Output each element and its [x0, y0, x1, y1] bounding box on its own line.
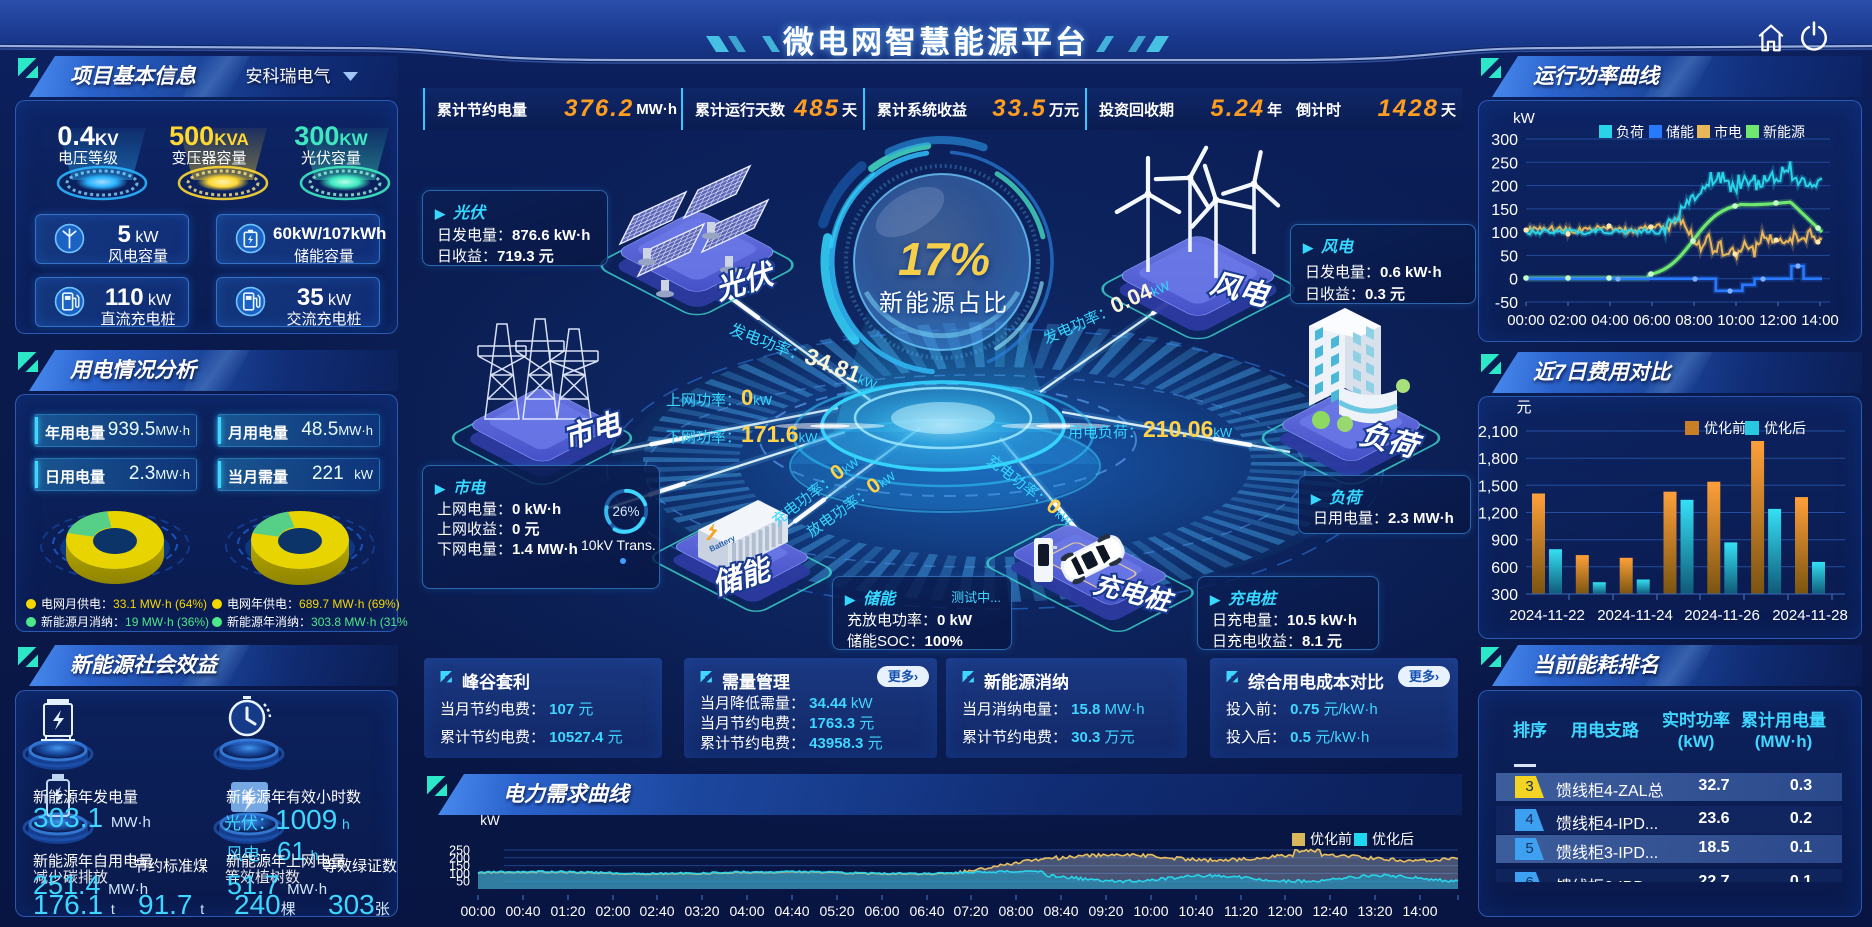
svg-text:2024-11-28: 2024-11-28: [1772, 607, 1848, 624]
svg-text:02:00: 02:00: [595, 903, 630, 919]
svg-text:1,800: 1,800: [1478, 451, 1518, 468]
svg-text:150: 150: [449, 859, 470, 873]
svg-text:优化前: 优化前: [1704, 420, 1746, 436]
svg-text:04:40: 04:40: [774, 903, 809, 919]
svg-text:14:00: 14:00: [1402, 903, 1437, 919]
svg-text:300: 300: [1491, 587, 1518, 604]
svg-text:08:40: 08:40: [1043, 903, 1078, 919]
svg-text:10:00: 10:00: [1717, 312, 1755, 329]
svg-text:200: 200: [1491, 179, 1518, 196]
svg-text:13:20: 13:20: [1357, 903, 1392, 919]
svg-text:04:00: 04:00: [729, 903, 764, 919]
svg-text:250: 250: [1491, 155, 1518, 172]
svg-text:负荷: 负荷: [1616, 124, 1644, 140]
svg-text:09:20: 09:20: [1088, 903, 1123, 919]
svg-text:2,100: 2,100: [1478, 424, 1518, 441]
svg-text:250: 250: [449, 844, 470, 858]
svg-text:10:00: 10:00: [1133, 903, 1168, 919]
svg-text:储能: 储能: [1666, 124, 1694, 140]
svg-text:06:00: 06:00: [1633, 312, 1671, 329]
svg-text:50: 50: [1500, 248, 1518, 265]
svg-text:200: 200: [449, 851, 470, 865]
svg-text:150: 150: [1491, 202, 1518, 219]
svg-text:600: 600: [1491, 560, 1518, 577]
svg-text:元: 元: [1516, 399, 1531, 416]
svg-text:优化后: 优化后: [1372, 831, 1414, 847]
svg-text:12:40: 12:40: [1312, 903, 1347, 919]
svg-text:新能源: 新能源: [1763, 124, 1805, 140]
svg-text:0: 0: [1509, 272, 1518, 289]
svg-text:300: 300: [1491, 132, 1518, 149]
svg-text:1,200: 1,200: [1478, 506, 1518, 523]
svg-text:kW: kW: [480, 813, 500, 828]
svg-text:04:00: 04:00: [1591, 312, 1629, 329]
svg-text:12:00: 12:00: [1759, 312, 1797, 329]
svg-text:00:00: 00:00: [1507, 312, 1545, 329]
svg-text:10:40: 10:40: [1178, 903, 1213, 919]
svg-text:05:20: 05:20: [819, 903, 854, 919]
svg-text:11:20: 11:20: [1224, 903, 1258, 919]
svg-text:优化后: 优化后: [1764, 420, 1806, 436]
svg-text:08:00: 08:00: [1675, 312, 1713, 329]
svg-text:26%: 26%: [613, 504, 640, 519]
svg-text:06:40: 06:40: [909, 903, 944, 919]
svg-text:2024-11-22: 2024-11-22: [1509, 607, 1585, 624]
svg-text:02:40: 02:40: [639, 903, 674, 919]
svg-text:2024-11-26: 2024-11-26: [1684, 607, 1760, 624]
svg-text:03:20: 03:20: [684, 903, 719, 919]
svg-text:12:00: 12:00: [1267, 903, 1302, 919]
svg-text:14:00: 14:00: [1801, 312, 1839, 329]
svg-text:100: 100: [449, 867, 470, 881]
svg-text:06:00: 06:00: [864, 903, 899, 919]
svg-text:07:20: 07:20: [953, 903, 988, 919]
svg-text:900: 900: [1491, 533, 1518, 550]
svg-text:-50: -50: [1495, 295, 1518, 312]
svg-text:01:20: 01:20: [550, 903, 585, 919]
svg-text:00:40: 00:40: [505, 903, 540, 919]
svg-text:02:00: 02:00: [1549, 312, 1587, 329]
svg-text:2024-11-24: 2024-11-24: [1597, 607, 1673, 624]
svg-text:00:00: 00:00: [460, 903, 495, 919]
svg-text:市电: 市电: [1714, 124, 1742, 140]
svg-text:50: 50: [456, 875, 470, 889]
svg-text:优化前: 优化前: [1310, 831, 1352, 847]
svg-text:08:00: 08:00: [998, 903, 1033, 919]
svg-text:100: 100: [1491, 225, 1518, 242]
svg-text:kW: kW: [1513, 110, 1536, 127]
svg-text:1,500: 1,500: [1478, 478, 1518, 495]
